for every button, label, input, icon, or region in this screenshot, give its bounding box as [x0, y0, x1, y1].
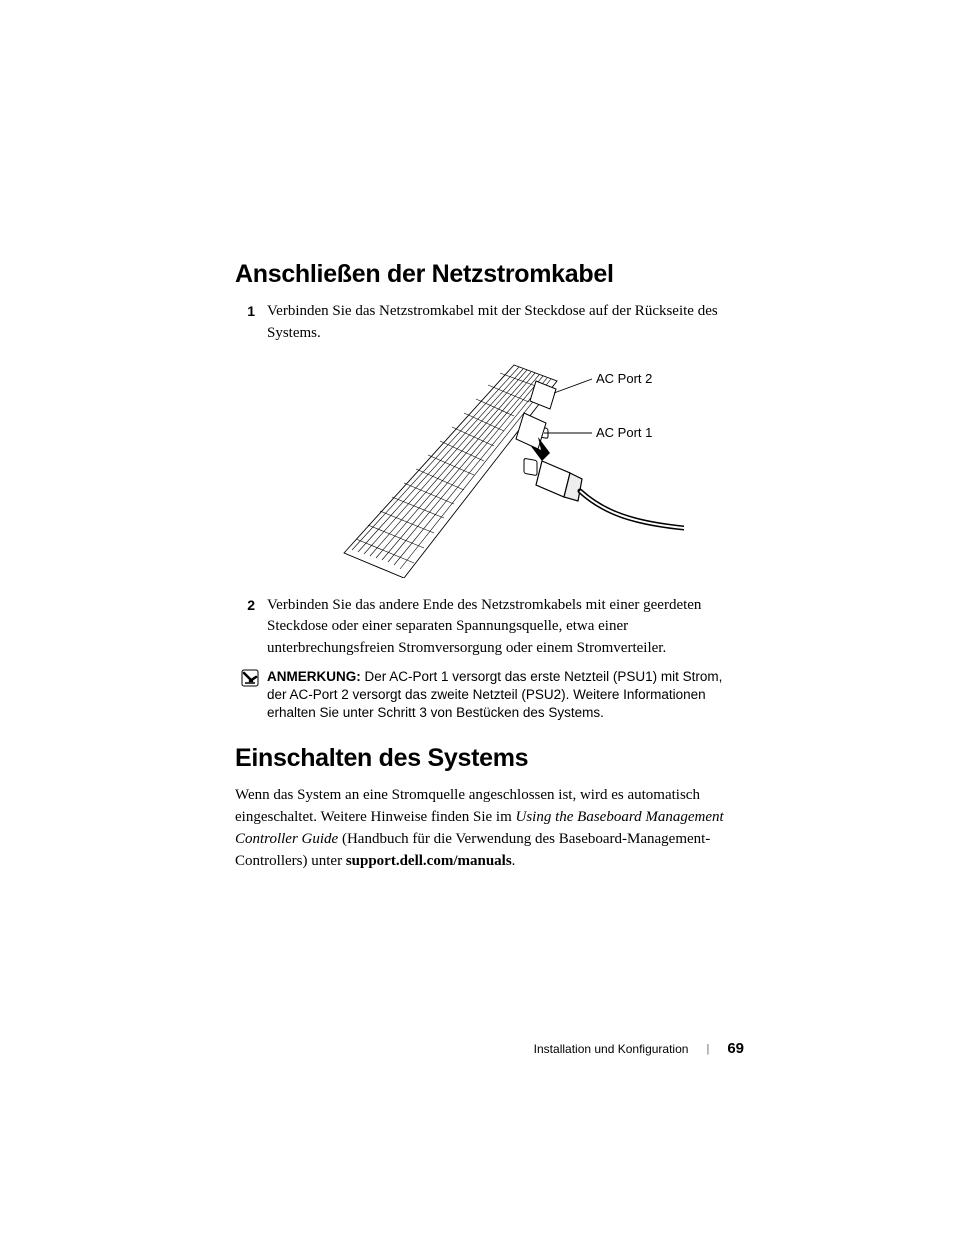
note-text: ANMERKUNG: Der AC-Port 1 versorgt das er…	[267, 668, 744, 723]
footer-separator: |	[706, 1043, 709, 1055]
para-url: support.dell.com/manuals	[346, 853, 512, 869]
para-text-end: .	[512, 853, 516, 869]
note-block: ANMERKUNG: Der AC-Port 1 versorgt das er…	[235, 668, 744, 723]
note-icon	[241, 669, 259, 687]
diagram-label-ac-port-1: AC Port 1	[596, 425, 652, 440]
step-1: 1 Verbinden Sie das Netzstromkabel mit d…	[235, 301, 744, 345]
footer-page-number: 69	[727, 1040, 744, 1057]
page-footer: Installation und Konfiguration | 69	[534, 1040, 744, 1057]
section-heading-power-cables: Anschließen der Netzstromkabel	[235, 260, 744, 289]
step-2-number: 2	[235, 595, 267, 660]
footer-section-name: Installation und Konfiguration	[534, 1042, 689, 1056]
note-label: ANMERKUNG:	[267, 669, 365, 684]
diagram-label-ac-port-2: AC Port 2	[596, 371, 652, 386]
power-cable-diagram: AC Port 2 AC Port 1	[235, 353, 744, 583]
section-heading-power-on: Einschalten des Systems	[235, 744, 744, 773]
step-2: 2 Verbinden Sie das andere Ende des Netz…	[235, 595, 744, 660]
power-on-paragraph: Wenn das System an eine Stromquelle ange…	[235, 785, 744, 872]
step-1-text: Verbinden Sie das Netzstromkabel mit der…	[267, 301, 744, 345]
step-1-number: 1	[235, 301, 267, 345]
step-2-text: Verbinden Sie das andere Ende des Netzst…	[267, 595, 744, 660]
